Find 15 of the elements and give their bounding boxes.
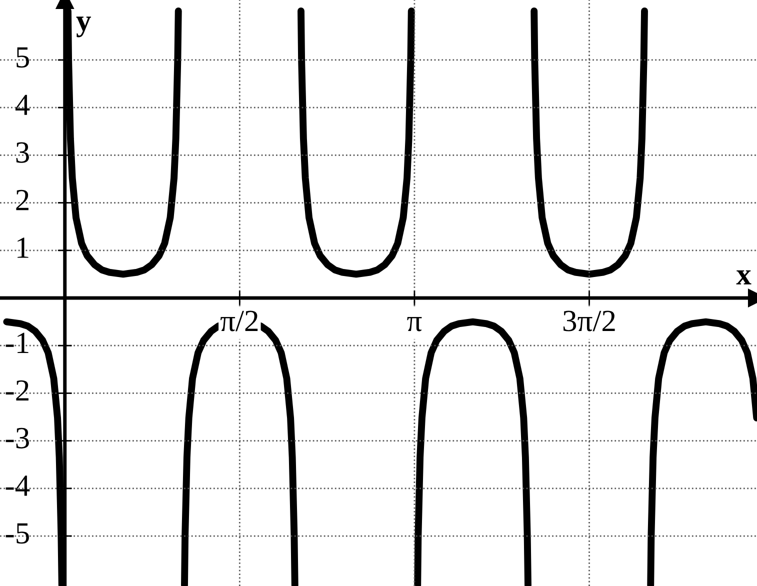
x-tick-label: π/2 <box>220 310 258 332</box>
x-tick-label: π <box>407 316 422 332</box>
y-tick-label: -1 <box>6 332 28 353</box>
y-tick-label: -2 <box>6 380 28 401</box>
y-tick-label: 1 <box>18 238 28 258</box>
y-tick-label: -5 <box>6 523 29 544</box>
y-tick-label: 3 <box>16 142 29 163</box>
y-tick-label: 5 <box>16 47 29 68</box>
x-tick-label: 3π/2 <box>563 310 615 332</box>
y-tick-label: 2 <box>16 190 28 210</box>
y-tick-label: -4 <box>6 476 30 496</box>
y-tick-label: 4 <box>15 94 30 115</box>
x-axis-title: x <box>736 270 752 284</box>
y-tick-label: -3 <box>6 428 29 448</box>
y-axis-title: y <box>76 16 91 38</box>
